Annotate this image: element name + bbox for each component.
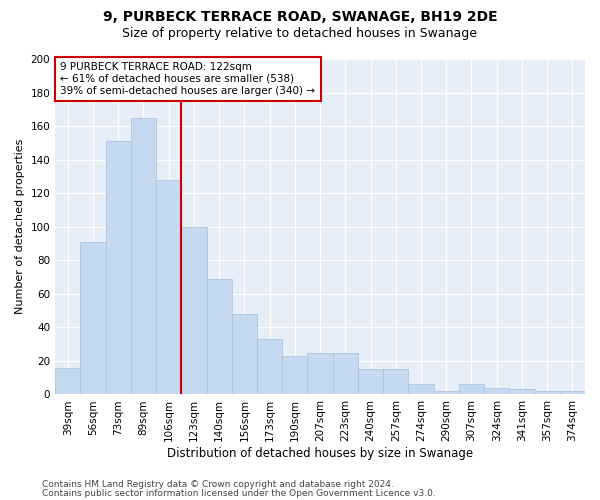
Bar <box>560 391 585 394</box>
X-axis label: Distribution of detached houses by size in Swanage: Distribution of detached houses by size … <box>167 447 473 460</box>
Bar <box>409 384 434 394</box>
Bar <box>55 368 80 394</box>
Bar <box>156 180 181 394</box>
Text: 9, PURBECK TERRACE ROAD, SWANAGE, BH19 2DE: 9, PURBECK TERRACE ROAD, SWANAGE, BH19 2… <box>103 10 497 24</box>
Bar <box>509 390 535 394</box>
Bar <box>434 391 459 394</box>
Bar <box>535 391 560 394</box>
Bar <box>257 339 282 394</box>
Text: 9 PURBECK TERRACE ROAD: 122sqm
← 61% of detached houses are smaller (538)
39% of: 9 PURBECK TERRACE ROAD: 122sqm ← 61% of … <box>61 62 316 96</box>
Bar <box>484 388 509 394</box>
Bar <box>131 118 156 394</box>
Bar <box>80 242 106 394</box>
Bar <box>232 314 257 394</box>
Bar <box>106 141 131 395</box>
Bar <box>282 356 307 395</box>
Text: Size of property relative to detached houses in Swanage: Size of property relative to detached ho… <box>122 28 478 40</box>
Bar <box>332 352 358 395</box>
Y-axis label: Number of detached properties: Number of detached properties <box>15 139 25 314</box>
Bar <box>459 384 484 394</box>
Bar <box>307 352 332 395</box>
Text: Contains HM Land Registry data © Crown copyright and database right 2024.: Contains HM Land Registry data © Crown c… <box>42 480 394 489</box>
Text: Contains public sector information licensed under the Open Government Licence v3: Contains public sector information licen… <box>42 488 436 498</box>
Bar <box>181 226 206 394</box>
Bar <box>206 278 232 394</box>
Bar <box>358 370 383 394</box>
Bar <box>383 370 409 394</box>
